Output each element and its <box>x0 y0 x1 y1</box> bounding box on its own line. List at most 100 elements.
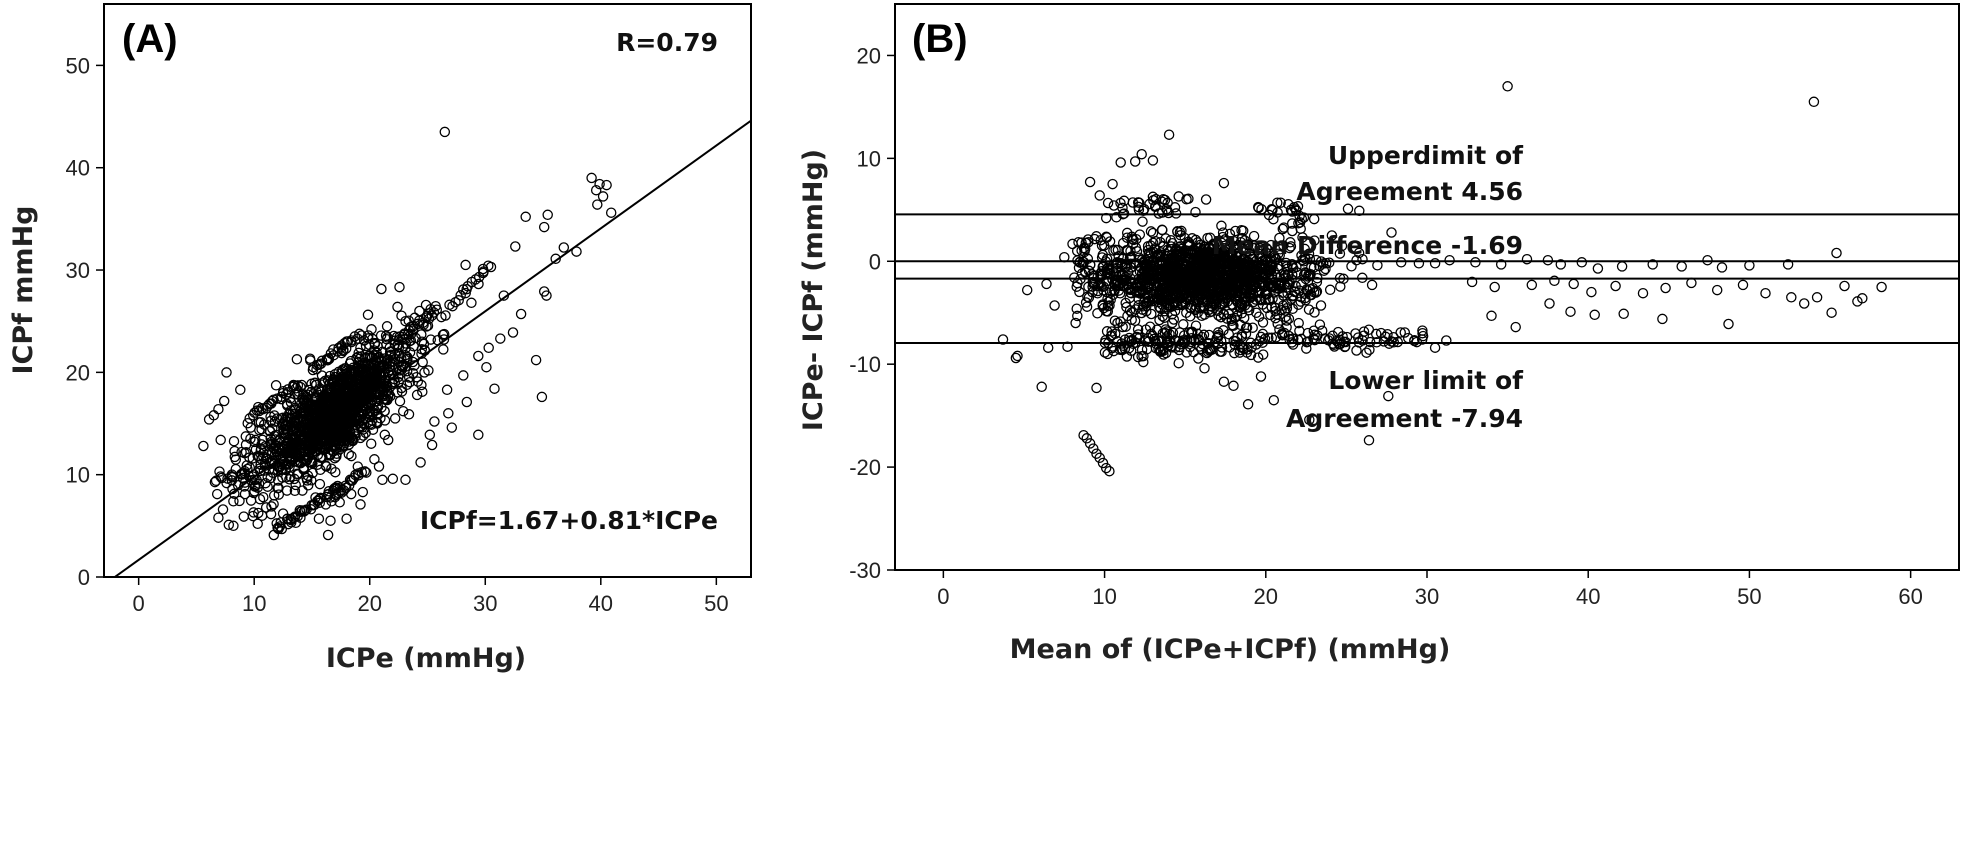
lower-limit-label-line1: Lower limit of <box>1328 366 1524 395</box>
data-point <box>356 330 367 341</box>
data-point <box>1247 262 1259 274</box>
data-point <box>1295 291 1307 303</box>
data-point <box>1209 270 1221 281</box>
data-point <box>1240 322 1252 334</box>
data-point <box>1127 197 1139 208</box>
axis-a-y-tick-label: 0 <box>78 565 90 590</box>
data-point <box>282 425 294 437</box>
data-point <box>316 370 328 381</box>
data-point <box>355 499 366 510</box>
data-point <box>1091 382 1102 394</box>
data-point <box>414 305 425 317</box>
data-point <box>1235 319 1246 331</box>
data-point <box>1156 196 1168 207</box>
data-point <box>218 395 230 407</box>
data-point <box>1304 414 1315 426</box>
data-point <box>401 379 413 391</box>
data-point <box>515 308 527 320</box>
data-point <box>1786 292 1797 303</box>
data-point <box>1149 294 1160 305</box>
data-point <box>396 386 408 397</box>
data-point <box>215 434 226 446</box>
data-point <box>285 456 296 467</box>
data-point <box>1087 276 1098 288</box>
data-point <box>1155 346 1167 358</box>
data-point <box>1441 335 1452 346</box>
data-point <box>1169 288 1181 299</box>
data-point <box>1091 231 1102 242</box>
data-point <box>314 418 325 430</box>
data-point <box>334 497 345 508</box>
data-point <box>1310 254 1322 266</box>
data-point <box>443 408 454 419</box>
data-point <box>542 209 553 221</box>
data-point <box>280 432 291 443</box>
data-point <box>481 361 492 373</box>
data-point <box>1158 349 1169 360</box>
data-point <box>403 372 415 383</box>
data-point <box>1270 332 1282 343</box>
data-point <box>1181 279 1193 290</box>
data-point <box>1268 394 1280 406</box>
data-point <box>1104 465 1115 477</box>
data-point <box>1326 230 1338 241</box>
data-point <box>1165 234 1177 246</box>
data-point <box>1876 281 1887 293</box>
data-point <box>322 383 333 395</box>
data-point <box>1088 443 1099 454</box>
data-point <box>1206 247 1218 259</box>
data-point <box>1299 288 1310 299</box>
data-point <box>269 410 280 421</box>
data-point <box>1102 197 1114 209</box>
data-point <box>394 395 406 407</box>
data-point <box>530 354 542 366</box>
data-point <box>325 515 336 526</box>
axis-b-x-tick-label: 40 <box>1576 584 1600 609</box>
data-point <box>1399 327 1411 338</box>
data-point <box>538 221 550 233</box>
data-point <box>1244 246 1255 257</box>
data-point <box>1196 293 1207 305</box>
data-point <box>376 283 387 295</box>
data-point <box>1154 314 1165 326</box>
data-point <box>1262 280 1274 291</box>
data-point <box>1294 285 1305 296</box>
data-point <box>1127 233 1138 244</box>
data-point <box>223 519 235 531</box>
data-point <box>1233 290 1245 302</box>
data-point <box>1112 275 1123 287</box>
data-point <box>444 299 455 311</box>
data-point <box>605 207 617 218</box>
data-point <box>358 430 369 441</box>
data-point <box>238 511 250 522</box>
data-point <box>1230 225 1241 237</box>
data-point <box>1303 304 1315 315</box>
data-point <box>1138 356 1149 368</box>
data-point <box>1139 292 1150 304</box>
data-point <box>1159 271 1171 283</box>
data-point <box>1702 254 1713 266</box>
data-point <box>428 307 440 318</box>
data-point <box>228 496 239 507</box>
data-point <box>298 424 310 435</box>
data-point <box>416 379 427 391</box>
data-point <box>1181 334 1193 346</box>
data-point <box>240 447 252 458</box>
data-point <box>1162 254 1174 265</box>
data-point <box>1081 433 1093 444</box>
data-point <box>520 211 531 223</box>
data-point <box>1272 197 1283 208</box>
data-point <box>1147 191 1159 203</box>
data-point <box>1264 254 1276 266</box>
data-point <box>314 389 325 401</box>
data-point <box>329 424 340 436</box>
data-point <box>1101 232 1113 243</box>
data-point <box>353 347 364 359</box>
data-point <box>1092 308 1103 319</box>
data-point <box>1301 343 1312 354</box>
data-point <box>213 403 224 415</box>
data-point <box>213 512 224 523</box>
data-point <box>417 386 428 397</box>
data-point <box>330 434 341 446</box>
correlation-annotation: R=0.79 <box>616 28 718 57</box>
